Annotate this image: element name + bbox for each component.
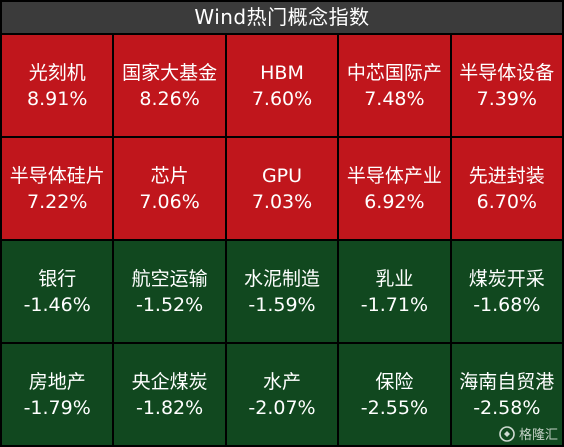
concept-cell: GPU 7.03%: [226, 138, 338, 239]
concept-name: 半导体硅片: [9, 164, 105, 187]
concept-cell: 先进封装 6.70%: [451, 138, 562, 239]
concept-change: -1.82%: [135, 396, 204, 419]
concept-index-grid: 光刻机 8.91% 国家大基金 8.26% HBM 7.60% 中芯国际产 7.48% 半导体设…: [2, 35, 562, 445]
concept-name: 航空运输: [131, 267, 208, 290]
concept-name: 光刻机: [28, 61, 86, 84]
concept-cell: 半导体硅片 7.22%: [2, 138, 113, 239]
watermark: 格隆汇: [499, 424, 558, 443]
concept-change: 8.91%: [27, 87, 88, 110]
concept-change: 7.22%: [27, 190, 88, 213]
concept-cell: 海南自贸港 -2.58%: [451, 344, 562, 445]
concept-change: -1.46%: [23, 293, 91, 316]
concept-name: HBM: [260, 61, 304, 84]
concept-name: GPU: [261, 164, 303, 187]
concept-name: 芯片: [150, 164, 189, 187]
concept-name: 房地产: [28, 370, 86, 393]
concept-cell: 半导体设备 7.39%: [451, 35, 562, 136]
concept-change: 7.06%: [139, 190, 200, 213]
concept-change: -2.58%: [473, 396, 541, 419]
page-title: Wind热门概念指数: [2, 2, 562, 33]
concept-cell: 乳业 -1.71%: [339, 241, 450, 342]
concept-name: 半导体设备: [459, 61, 555, 84]
concept-cell: 国家大基金 8.26%: [114, 35, 225, 136]
concept-change: 7.03%: [251, 190, 313, 213]
concept-name: 海南自贸港: [459, 370, 555, 393]
concept-change: -1.52%: [135, 293, 204, 316]
concept-name: 保险: [375, 370, 414, 393]
concept-change: -1.71%: [360, 293, 428, 316]
concept-cell: 银行 -1.46%: [2, 241, 113, 342]
concept-change: -1.68%: [473, 293, 541, 316]
concept-name: 先进封装: [468, 164, 545, 187]
concept-cell: 航空运输 -1.52%: [114, 241, 225, 342]
gelonghui-logo-icon: [499, 425, 515, 442]
concept-cell: 芯片 7.06%: [114, 138, 225, 239]
concept-name: 银行: [38, 267, 77, 290]
concept-name: 煤炭开采: [468, 267, 545, 290]
concept-change: 8.26%: [139, 87, 200, 110]
concept-change: -1.79%: [23, 396, 91, 419]
concept-cell: 房地产 -1.79%: [2, 344, 113, 445]
concept-change: -2.07%: [248, 396, 316, 419]
concept-change: -1.59%: [248, 293, 316, 316]
concept-change: 6.92%: [364, 190, 425, 213]
concept-name: 乳业: [375, 267, 414, 290]
concept-name: 水泥制造: [243, 267, 320, 290]
concept-cell: 光刻机 8.91%: [2, 35, 113, 136]
concept-change: -2.55%: [360, 396, 428, 419]
concept-cell: HBM 7.60%: [226, 35, 338, 136]
concept-cell: 水产 -2.07%: [226, 344, 338, 445]
concept-cell: 半导体产业 6.92%: [339, 138, 450, 239]
concept-name: 国家大基金: [122, 61, 218, 84]
concept-name: 央企煤炭: [131, 370, 208, 393]
concept-change: 7.39%: [476, 87, 537, 110]
concept-cell: 煤炭开采 -1.68%: [451, 241, 562, 342]
concept-cell: 中芯国际产 7.48%: [339, 35, 450, 136]
concept-cell: 水泥制造 -1.59%: [226, 241, 338, 342]
watermark-text: 格隆汇: [518, 428, 558, 443]
concept-cell: 央企煤炭 -1.82%: [114, 344, 225, 445]
concept-name: 中芯国际产: [346, 61, 442, 84]
concept-cell: 保险 -2.55%: [339, 344, 450, 445]
concept-name: 半导体产业: [346, 164, 442, 187]
concept-name: 水产: [262, 370, 301, 393]
concept-change: 7.48%: [364, 87, 425, 110]
concept-change: 6.70%: [476, 190, 537, 213]
concept-change: 7.60%: [251, 87, 313, 110]
